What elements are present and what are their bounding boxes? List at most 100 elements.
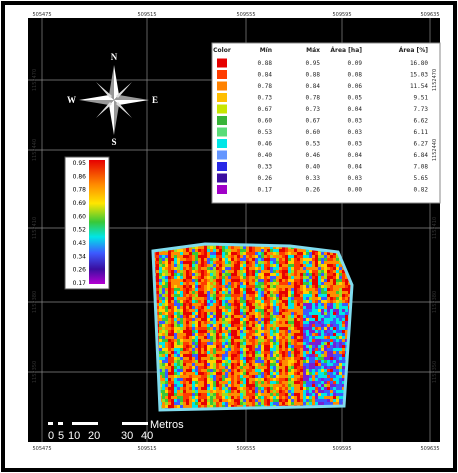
raster-cell — [246, 363, 249, 366]
raster-cell — [318, 303, 321, 306]
raster-cell — [198, 318, 201, 321]
raster-cell — [234, 267, 237, 270]
table-cell: 0.84 — [258, 72, 273, 79]
raster-cell — [222, 267, 225, 270]
raster-cell — [324, 372, 327, 375]
raster-cell — [174, 264, 177, 267]
raster-cell — [303, 294, 306, 297]
raster-cell — [261, 381, 264, 384]
raster-cell — [282, 393, 285, 396]
raster-cell — [180, 375, 183, 378]
raster-cell — [201, 384, 204, 387]
raster-cell — [237, 318, 240, 321]
raster-cell — [177, 357, 180, 360]
raster-cell — [246, 279, 249, 282]
raster-cell — [186, 291, 189, 294]
raster-cell — [249, 390, 252, 393]
raster-cell — [315, 267, 318, 270]
raster-cell — [177, 399, 180, 402]
raster-cell — [225, 312, 228, 315]
raster-cell — [291, 351, 294, 354]
raster-cell — [273, 276, 276, 279]
raster-cell — [258, 339, 261, 342]
raster-cell — [264, 255, 267, 258]
raster-cell — [291, 267, 294, 270]
raster-cell — [183, 288, 186, 291]
raster-cell — [315, 306, 318, 309]
raster-cell — [189, 294, 192, 297]
raster-cell — [195, 405, 198, 408]
raster-cell — [261, 270, 264, 273]
raster-cell — [189, 300, 192, 303]
raster-cell — [183, 273, 186, 276]
raster-cell — [234, 288, 237, 291]
raster-cell — [261, 279, 264, 282]
raster-cell — [162, 306, 165, 309]
raster-cell — [327, 336, 330, 339]
raster-cell — [171, 258, 174, 261]
raster-cell — [336, 360, 339, 363]
raster-cell — [309, 300, 312, 303]
raster-cell — [159, 330, 162, 333]
raster-cell — [210, 318, 213, 321]
raster-cell — [228, 321, 231, 324]
raster-cell — [201, 285, 204, 288]
raster-cell — [282, 312, 285, 315]
raster-cell — [318, 402, 321, 405]
raster-cell — [333, 273, 336, 276]
raster-cell — [219, 285, 222, 288]
raster-cell — [210, 402, 213, 405]
raster-cell — [207, 279, 210, 282]
raster-cell — [210, 384, 213, 387]
raster-cell — [198, 282, 201, 285]
raster-cell — [174, 375, 177, 378]
raster-cell — [210, 294, 213, 297]
raster-cell — [249, 315, 252, 318]
raster-cell — [207, 375, 210, 378]
raster-cell — [336, 288, 339, 291]
x-coord-bottom: 509635 — [420, 446, 439, 452]
raster-cell — [300, 249, 303, 252]
raster-cell — [180, 261, 183, 264]
raster-cell — [327, 369, 330, 372]
raster-cell — [306, 252, 309, 255]
raster-cell — [165, 384, 168, 387]
raster-cell — [159, 324, 162, 327]
raster-cell — [303, 357, 306, 360]
raster-cell — [288, 366, 291, 369]
raster-cell — [330, 288, 333, 291]
raster-cell — [243, 330, 246, 333]
raster-cell — [219, 318, 222, 321]
raster-cell — [297, 345, 300, 348]
raster-cell — [318, 306, 321, 309]
raster-cell — [279, 342, 282, 345]
ramp-label: 0.43 — [73, 240, 87, 247]
raster-cell — [225, 354, 228, 357]
raster-cell — [240, 252, 243, 255]
raster-cell — [240, 321, 243, 324]
raster-cell — [336, 321, 339, 324]
raster-cell — [276, 360, 279, 363]
raster-cell — [273, 309, 276, 312]
color-swatch — [217, 139, 227, 148]
raster-cell — [249, 309, 252, 312]
raster-cell — [243, 267, 246, 270]
raster-cell — [246, 300, 249, 303]
raster-cell — [195, 342, 198, 345]
raster-cell — [264, 315, 267, 318]
raster-cell — [288, 402, 291, 405]
stats-table — [212, 43, 440, 203]
raster-cell — [264, 294, 267, 297]
raster-cell — [231, 318, 234, 321]
raster-cell — [177, 270, 180, 273]
raster-cell — [195, 270, 198, 273]
raster-cell — [285, 276, 288, 279]
raster-cell — [303, 387, 306, 390]
raster-cell — [276, 324, 279, 327]
raster-cell — [309, 399, 312, 402]
raster-cell — [174, 309, 177, 312]
raster-cell — [171, 300, 174, 303]
raster-cell — [255, 354, 258, 357]
raster-cell — [285, 294, 288, 297]
raster-cell — [294, 348, 297, 351]
